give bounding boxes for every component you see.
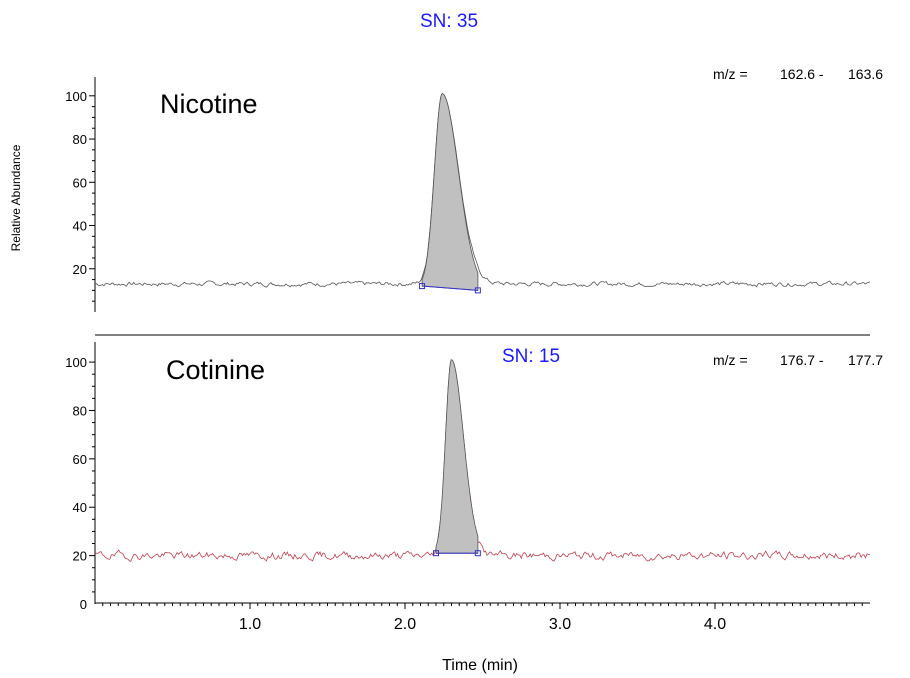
cotinine-y-tick-label: 100 bbox=[65, 355, 87, 370]
nicotine-baseline-marker bbox=[474, 287, 481, 294]
nicotine-y-tick-label: 100 bbox=[65, 89, 87, 104]
nicotine-trace bbox=[94, 93, 871, 288]
nicotine-baseline-marker bbox=[419, 283, 426, 290]
nicotine-y-tick-label: 40 bbox=[73, 219, 87, 234]
cotinine-mz-high: 177.7 bbox=[848, 352, 883, 368]
nicotine-y-tick-label: 80 bbox=[73, 132, 87, 147]
cotinine-baseline-marker bbox=[474, 550, 481, 557]
x-axis: 1.0 2.0 3.0 4.0 bbox=[95, 602, 870, 633]
x-tick-label: 2.0 bbox=[394, 616, 416, 633]
cotinine-sn-label: SN: 15 bbox=[502, 346, 560, 367]
cotinine-trace bbox=[94, 359, 871, 562]
nicotine-peak-area bbox=[421, 93, 479, 291]
nicotine-integration-baseline bbox=[422, 285, 478, 291]
x-tick-label: 3.0 bbox=[549, 616, 571, 633]
nicotine-sn-label: SN: 35 bbox=[420, 11, 478, 32]
cotinine-compound-label: Cotinine bbox=[166, 355, 265, 385]
cotinine-y-tick-label: 20 bbox=[73, 549, 87, 564]
x-tick-label: 1.0 bbox=[239, 616, 261, 633]
cotinine-y-tick-label: 0 bbox=[80, 597, 87, 612]
nicotine-y-tick-label: 20 bbox=[73, 262, 87, 277]
cotinine-y-tick-label: 80 bbox=[73, 403, 87, 418]
nicotine-mz-high: 163.6 bbox=[848, 66, 883, 82]
x-tick-label: 4.0 bbox=[704, 616, 726, 633]
nicotine-mz-low: 162.6 - bbox=[780, 66, 824, 82]
cotinine-mz-low: 176.7 - bbox=[780, 352, 824, 368]
cotinine-mz-prefix: m/z = bbox=[713, 352, 748, 368]
nicotine-y-tick-label: 60 bbox=[73, 175, 87, 190]
cotinine-baseline-marker bbox=[433, 550, 439, 557]
nicotine-mz-prefix: m/z = bbox=[713, 66, 748, 82]
cotinine-y-tick-label: 40 bbox=[73, 500, 87, 515]
nicotine-panel: 20 40 60 80 100 bbox=[65, 77, 871, 312]
cotinine-panel: 0 20 40 60 80 100 bbox=[65, 342, 871, 612]
cotinine-peak-area bbox=[435, 359, 479, 554]
y-axis-title: Relative Abundance bbox=[9, 144, 23, 251]
x-axis-title: Time (min) bbox=[442, 657, 518, 674]
nicotine-compound-label: Nicotine bbox=[160, 89, 258, 119]
cotinine-y-tick-label: 60 bbox=[73, 452, 87, 467]
